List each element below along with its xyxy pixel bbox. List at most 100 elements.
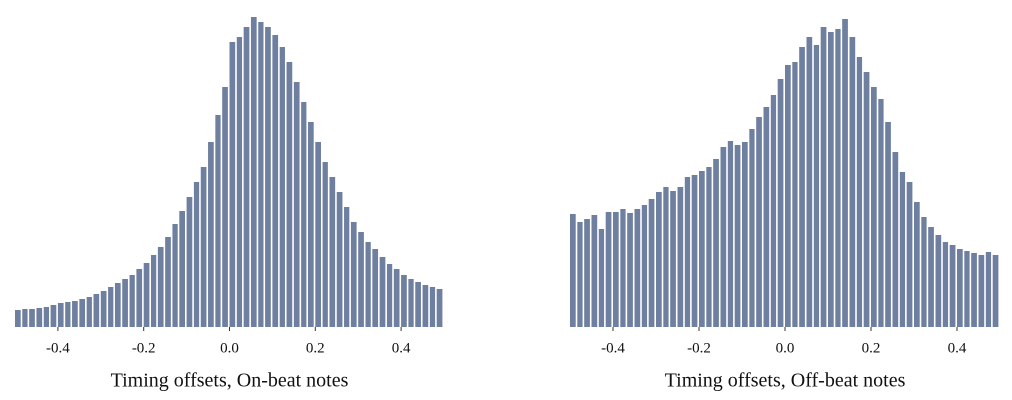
bar bbox=[785, 65, 791, 327]
x-tick-label: -0.2 bbox=[132, 340, 156, 356]
bar bbox=[415, 282, 421, 327]
bar bbox=[670, 191, 676, 327]
bar bbox=[57, 303, 64, 327]
bar bbox=[372, 249, 379, 327]
bar bbox=[293, 82, 300, 327]
bar bbox=[143, 263, 150, 327]
bar bbox=[971, 253, 977, 327]
bar bbox=[393, 269, 400, 327]
bar bbox=[358, 232, 364, 327]
bar bbox=[713, 159, 719, 327]
bar bbox=[871, 87, 877, 327]
bar bbox=[663, 187, 669, 327]
bar bbox=[50, 305, 57, 327]
bar bbox=[72, 301, 78, 327]
bar bbox=[570, 214, 576, 327]
bar bbox=[727, 141, 734, 327]
bar bbox=[842, 19, 848, 327]
bar bbox=[179, 211, 185, 327]
bar bbox=[828, 32, 834, 327]
bar bbox=[429, 287, 436, 327]
bar bbox=[742, 142, 748, 327]
bar bbox=[344, 207, 350, 327]
bar bbox=[813, 45, 820, 327]
bar bbox=[835, 29, 841, 327]
bar bbox=[763, 107, 770, 327]
bar bbox=[229, 42, 236, 327]
bar bbox=[222, 87, 228, 327]
bar bbox=[634, 209, 641, 327]
bar bbox=[286, 62, 293, 327]
bar bbox=[386, 264, 393, 327]
bar bbox=[978, 255, 985, 327]
bar bbox=[165, 237, 171, 327]
bar bbox=[749, 129, 755, 327]
x-axis-label: Timing offsets, Off-beat notes bbox=[665, 370, 906, 392]
bar bbox=[677, 187, 684, 327]
bar bbox=[605, 212, 612, 327]
bar bbox=[350, 222, 357, 327]
bar bbox=[806, 37, 813, 327]
x-tick-label: 0.2 bbox=[862, 340, 881, 356]
bar bbox=[770, 95, 777, 327]
x-tick-label: 0.4 bbox=[392, 340, 411, 356]
bar bbox=[122, 279, 128, 327]
bar bbox=[598, 229, 605, 327]
bar bbox=[401, 275, 407, 327]
bar bbox=[777, 79, 784, 327]
x-axis-label: Timing offsets, On-beat notes bbox=[111, 370, 349, 392]
bar bbox=[935, 235, 942, 327]
bar bbox=[336, 192, 343, 327]
bar bbox=[591, 215, 598, 327]
bar bbox=[172, 224, 178, 327]
bar bbox=[15, 310, 21, 327]
bar bbox=[193, 182, 200, 327]
bar bbox=[108, 287, 114, 327]
bar bbox=[820, 27, 827, 327]
bar bbox=[641, 205, 648, 327]
bar bbox=[208, 142, 214, 327]
x-tick-label: 0.0 bbox=[776, 340, 795, 356]
bar bbox=[648, 199, 655, 327]
bar bbox=[957, 249, 963, 327]
bar bbox=[792, 62, 798, 327]
bar bbox=[734, 145, 741, 327]
bar bbox=[200, 167, 207, 327]
bar bbox=[279, 47, 285, 327]
bar bbox=[215, 115, 221, 327]
bar bbox=[849, 37, 856, 327]
bar bbox=[250, 17, 257, 327]
bar bbox=[322, 162, 328, 327]
bar bbox=[272, 35, 279, 327]
bar bbox=[949, 245, 956, 327]
bar bbox=[863, 72, 870, 327]
bar bbox=[878, 99, 884, 327]
bar bbox=[756, 117, 762, 327]
bar bbox=[885, 122, 891, 327]
x-tick-label: 0.0 bbox=[220, 340, 239, 356]
x-tick-label: -0.4 bbox=[601, 340, 625, 356]
bar bbox=[892, 152, 899, 327]
bar bbox=[613, 212, 619, 327]
bar bbox=[136, 269, 143, 327]
bar bbox=[627, 213, 633, 327]
bar bbox=[236, 37, 243, 327]
bar bbox=[65, 302, 71, 327]
bar bbox=[577, 222, 583, 327]
bar bbox=[691, 175, 698, 327]
bar bbox=[942, 242, 949, 327]
bar bbox=[656, 192, 662, 327]
bar bbox=[422, 285, 429, 327]
bar bbox=[436, 289, 443, 327]
bar bbox=[379, 257, 386, 327]
bar bbox=[408, 279, 414, 327]
bar bbox=[243, 27, 250, 327]
bar bbox=[706, 167, 712, 327]
bar bbox=[914, 202, 920, 327]
bar bbox=[964, 251, 970, 327]
bar bbox=[329, 177, 336, 327]
bar bbox=[308, 122, 314, 327]
bar bbox=[992, 255, 999, 327]
bar bbox=[93, 294, 100, 327]
bar bbox=[584, 219, 590, 327]
